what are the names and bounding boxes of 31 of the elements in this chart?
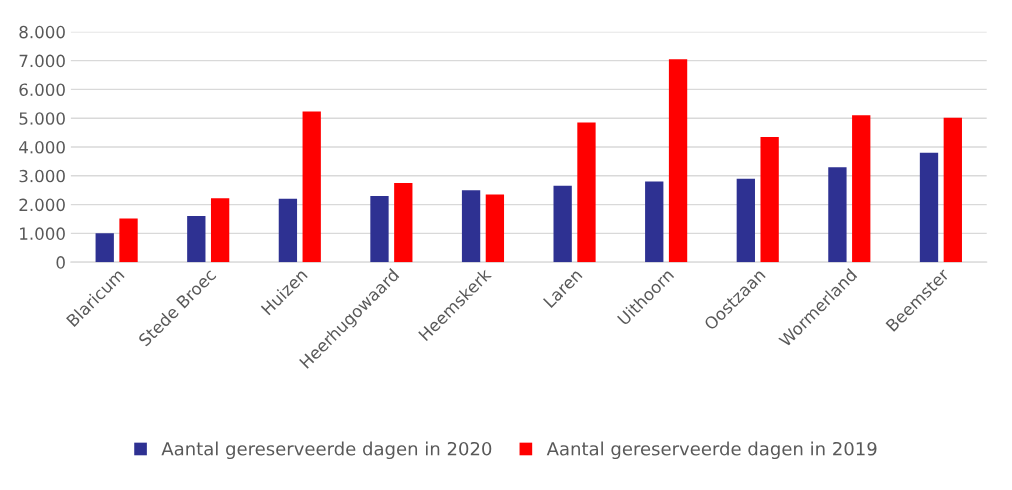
- bar: [210, 198, 230, 263]
- bar: [302, 111, 321, 263]
- y-tick-label: 5.000: [19, 112, 65, 125]
- y-tick-label: 2.000: [19, 198, 65, 212]
- y-tick-label: 3.000: [19, 169, 65, 183]
- bar: [645, 181, 664, 263]
- bar: [461, 190, 481, 263]
- bar: [370, 195, 389, 263]
- legend-label: Aantal gereserveerde dagen in 2019: [546, 441, 877, 460]
- bar: [577, 122, 596, 263]
- bar: [278, 198, 298, 263]
- bar: [828, 167, 847, 263]
- y-tick-label: 4.000: [19, 140, 65, 154]
- bar: [394, 182, 413, 263]
- bar: [760, 136, 779, 263]
- bar: [95, 233, 114, 263]
- bar: [919, 152, 939, 263]
- y-tick-label: 8.000: [19, 25, 65, 39]
- y-tick-label: 7.000: [19, 54, 65, 68]
- bar: [943, 117, 962, 263]
- bar: [852, 115, 871, 263]
- legend-label: Aantal gereserveerde dagen in 2020: [161, 441, 492, 460]
- y-tick-label: 6.000: [19, 83, 65, 96]
- bar: [736, 178, 755, 263]
- y-tick-label: 1.000: [20, 227, 65, 240]
- bar: [119, 218, 138, 263]
- bar: [187, 216, 206, 263]
- bar: [485, 194, 505, 263]
- y-tick-label: 0: [56, 256, 65, 269]
- bar: [553, 185, 572, 263]
- bar: [668, 59, 688, 263]
